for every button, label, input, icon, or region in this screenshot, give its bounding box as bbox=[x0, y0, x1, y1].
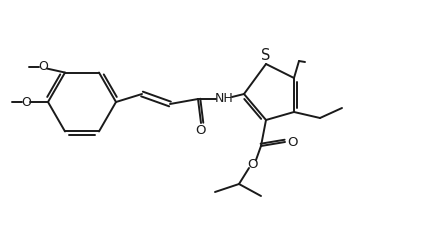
Text: O: O bbox=[196, 125, 206, 138]
Text: S: S bbox=[261, 48, 271, 64]
Text: NH: NH bbox=[215, 92, 233, 106]
Text: O: O bbox=[288, 136, 298, 149]
Text: O: O bbox=[21, 96, 31, 108]
Text: O: O bbox=[38, 60, 48, 73]
Text: O: O bbox=[248, 157, 258, 170]
